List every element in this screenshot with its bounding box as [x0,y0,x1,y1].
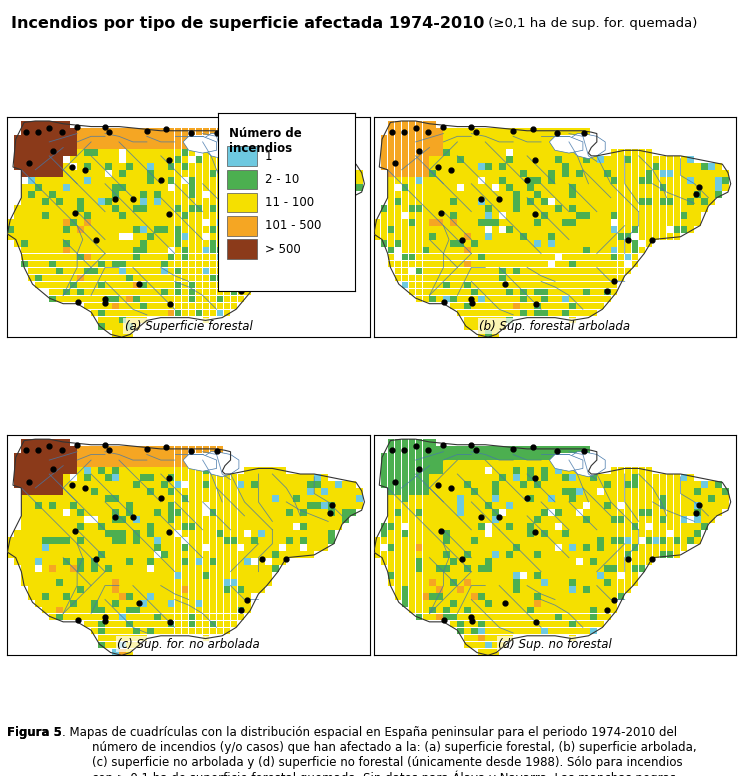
Text: (c) Sup. for. no arbolada: (c) Sup. for. no arbolada [118,638,260,651]
Text: 101 - 500: 101 - 500 [265,220,321,232]
Text: Incendios por tipo de superficie afectada 1974-2010: Incendios por tipo de superficie afectad… [11,16,485,31]
Text: (≥0,1 ha de sup. for. quemada): (≥0,1 ha de sup. for. quemada) [485,17,698,29]
Text: Número de
incendios: Número de incendios [229,126,302,154]
Bar [226,193,257,213]
Polygon shape [203,452,239,476]
Text: 1: 1 [265,150,272,163]
Polygon shape [549,137,583,153]
Bar [226,147,257,166]
Bar [226,170,257,189]
Text: (d) Sup. no forestal: (d) Sup. no forestal [498,638,612,651]
Polygon shape [569,452,605,476]
Text: (b) Sup. forestal arbolada: (b) Sup. forestal arbolada [480,320,630,333]
Bar [226,216,257,236]
Polygon shape [183,455,217,471]
Polygon shape [569,133,605,158]
Text: . Mapas de cuadrículas con la distribución espacial en España peninsular para el: . Mapas de cuadrículas con la distribuci… [62,726,697,776]
Text: > 500: > 500 [265,243,300,255]
Polygon shape [549,455,583,471]
Text: Figura 5: Figura 5 [7,726,62,739]
Text: 2 - 10: 2 - 10 [265,173,299,186]
Bar [226,239,257,259]
Text: 11 - 100: 11 - 100 [265,196,314,210]
Text: Figura 5: Figura 5 [7,726,62,739]
Text: (a) Superficie forestal: (a) Superficie forestal [125,320,252,333]
Polygon shape [183,137,217,153]
Polygon shape [203,133,239,158]
